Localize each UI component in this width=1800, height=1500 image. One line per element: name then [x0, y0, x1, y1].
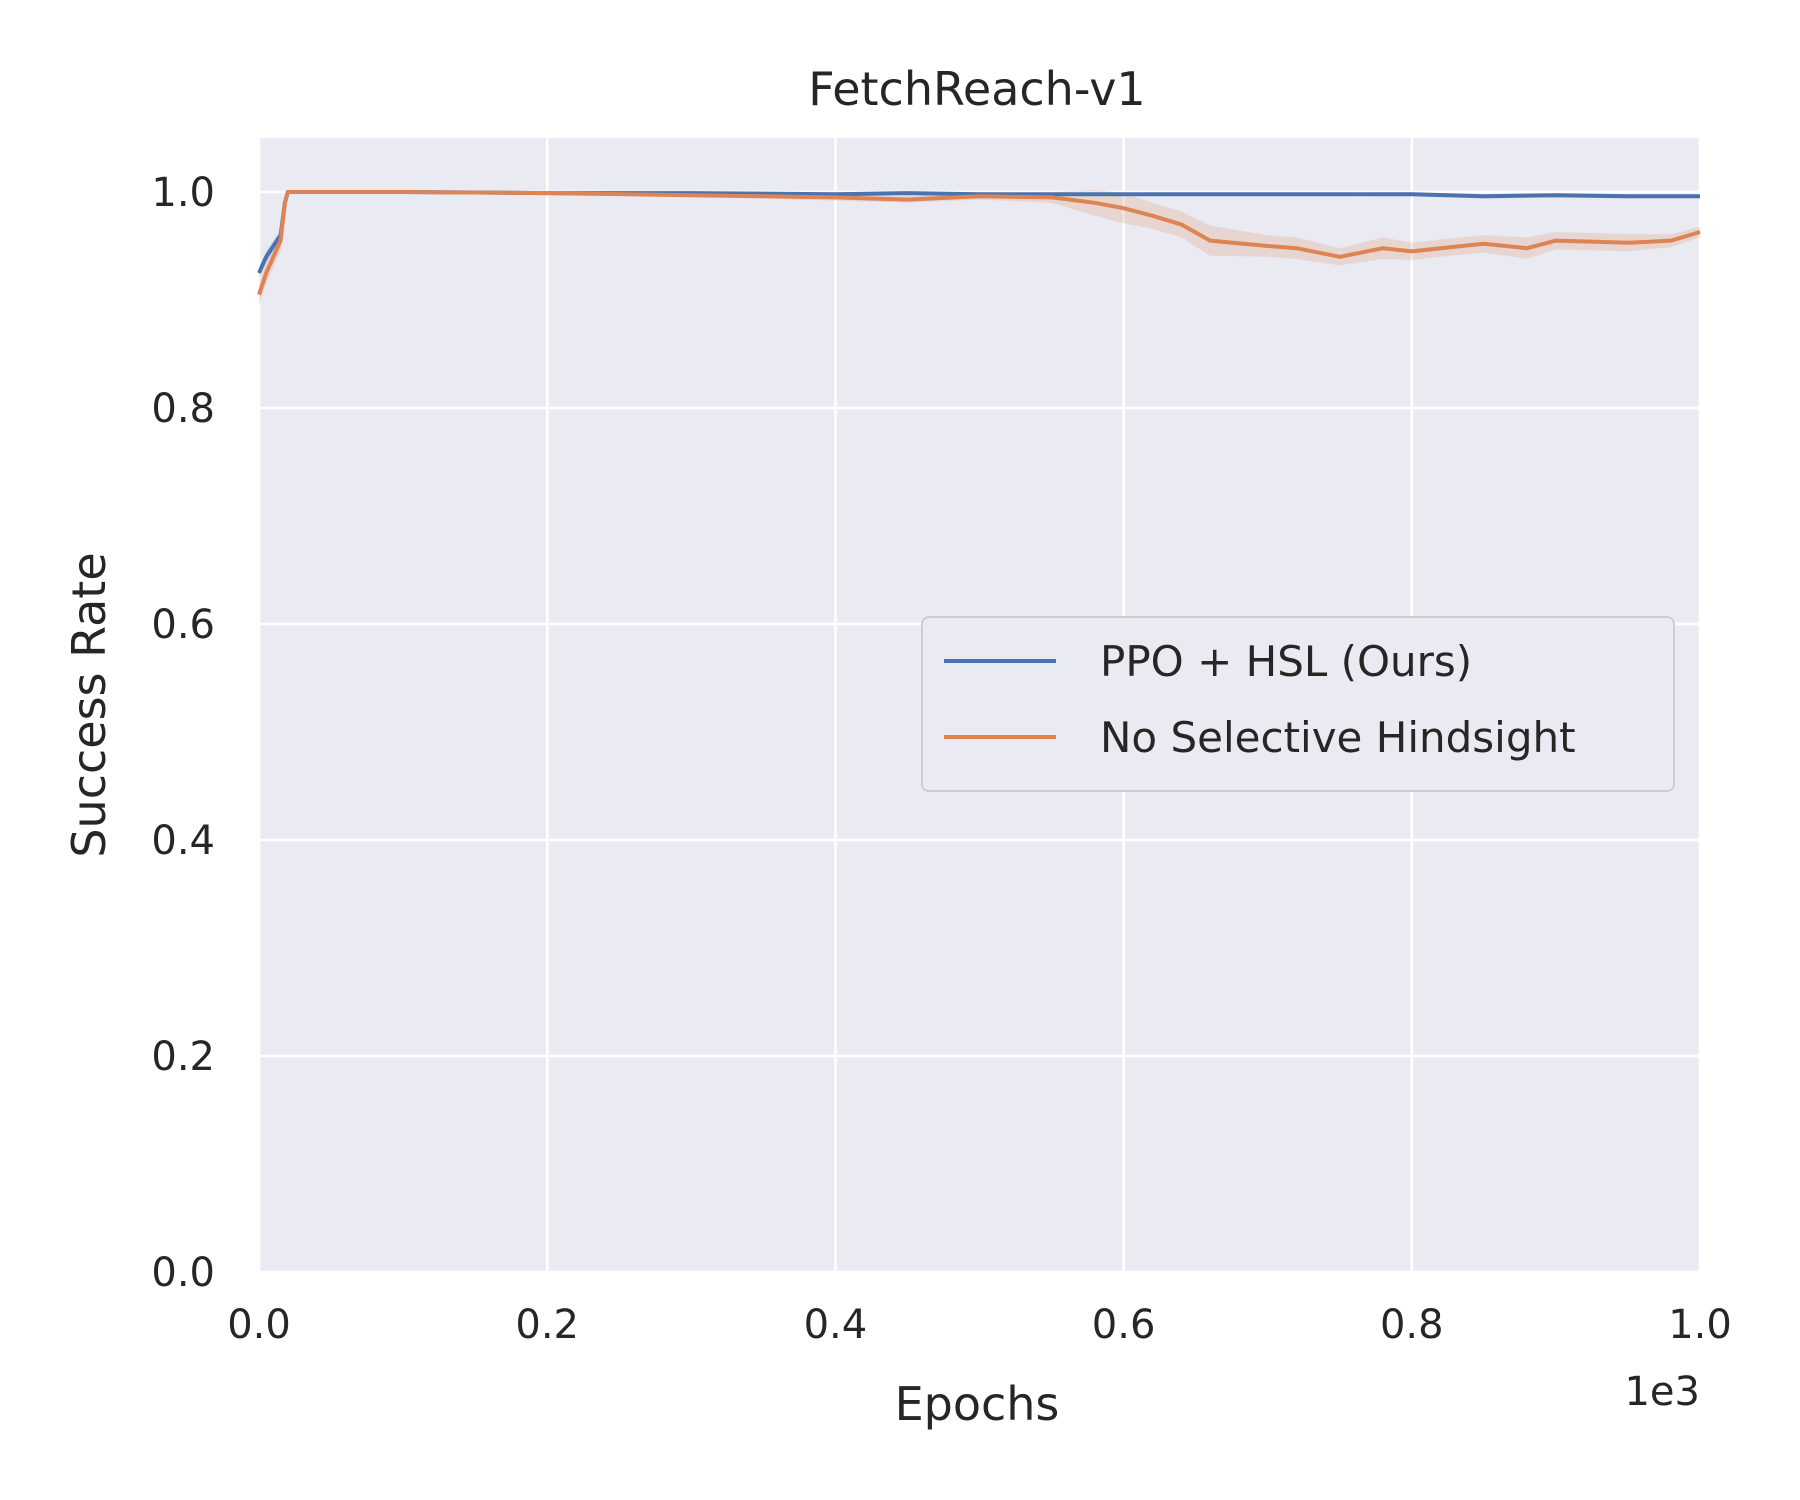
series-band-1 [259, 189, 1700, 306]
y-tick-label: 1.0 [151, 170, 215, 216]
y-tick-label: 0.2 [151, 1034, 215, 1080]
y-tick-label: 0.6 [151, 602, 215, 648]
x-tick-label: 0.2 [515, 1302, 579, 1348]
y-tick-label: 0.8 [151, 386, 215, 432]
legend: PPO + HSL (Ours) No Selective Hindsight [921, 616, 1675, 792]
y-tick-label: 0.4 [151, 818, 215, 864]
x-axis-label: Epochs [895, 1377, 1060, 1431]
series-lines [257, 190, 1701, 296]
legend-label-no-selective-hindsight: No Selective Hindsight [1100, 713, 1576, 762]
y-tick-labels: 0.0 0.2 0.4 0.6 0.8 1.0 [151, 170, 215, 1296]
confidence-bands [259, 189, 1700, 306]
x-tick-label: 0.0 [227, 1302, 291, 1348]
x-tick-label: 1.0 [1668, 1302, 1732, 1348]
x-tick-label: 0.8 [1380, 1302, 1444, 1348]
x-tick-labels: 0.0 0.2 0.4 0.6 0.8 1.0 [227, 1302, 1732, 1348]
y-tick-label: 0.0 [151, 1250, 215, 1296]
legend-label-ppo-hsl: PPO + HSL (Ours) [1100, 637, 1472, 686]
x-tick-label: 0.4 [804, 1302, 868, 1348]
legend-frame [921, 616, 1675, 792]
series-line-1 [257, 190, 1701, 296]
x-tick-label: 0.6 [1092, 1302, 1156, 1348]
chart-title: FetchReach-v1 [808, 62, 1145, 116]
y-axis-label: Success Rate [62, 552, 116, 857]
x-axis-offset-text: 1e3 [1624, 1369, 1700, 1415]
